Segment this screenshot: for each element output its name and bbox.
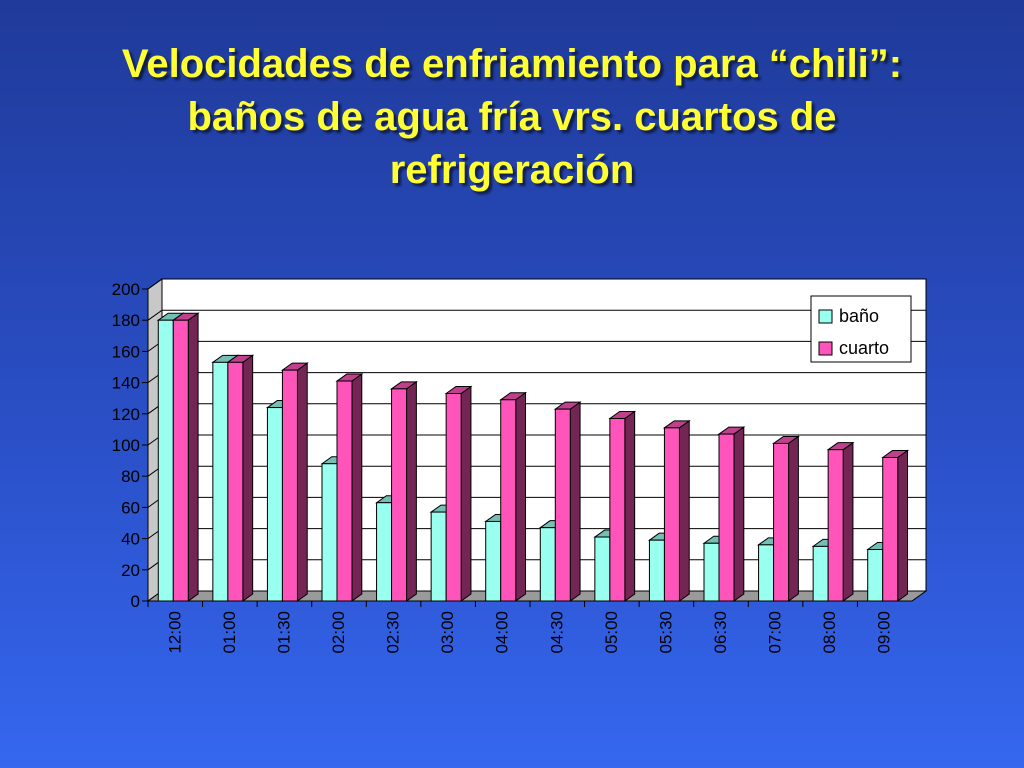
gridline xyxy=(147,309,926,321)
x-tick-label: 04:00 xyxy=(493,611,512,654)
x-tick-label: 06:30 xyxy=(711,611,730,654)
legend-swatch-cuarto xyxy=(818,341,833,356)
title-line-2: baños de agua fría vrs. cuartos de xyxy=(187,95,837,139)
y-tick-label: 160 xyxy=(112,342,140,361)
legend: baño cuarto xyxy=(810,295,912,363)
bars xyxy=(156,312,910,602)
bar-cuarto xyxy=(772,435,800,602)
x-tick-label: 01:00 xyxy=(220,611,239,654)
bar-cuarto xyxy=(717,426,746,602)
bar-cuarto xyxy=(826,441,855,602)
x-tick-label: 09:00 xyxy=(875,611,894,654)
title-line-1: Velocidades de enfriamiento para “chili”… xyxy=(121,42,903,86)
y-tick-label: 0 xyxy=(131,592,140,611)
y-tick-label: 40 xyxy=(121,530,140,549)
y-tick-label: 100 xyxy=(112,436,140,455)
x-tick-label: 05:30 xyxy=(656,611,675,654)
legend-swatch-bano xyxy=(818,309,833,324)
y-tick-label: 200 xyxy=(112,280,140,299)
slide-title: Velocidades de enfriamiento para “chili”… xyxy=(20,38,1004,197)
bar-cuarto xyxy=(280,362,309,602)
y-tick-label: 180 xyxy=(112,311,140,330)
x-tick-label: 08:00 xyxy=(820,611,839,654)
plot-floor xyxy=(146,590,928,602)
bar-cuarto xyxy=(881,449,910,602)
x-tick-label: 07:00 xyxy=(766,611,785,654)
bar-cuarto xyxy=(390,380,418,602)
x-tick-label: 01:30 xyxy=(274,611,293,654)
title-line-3: refrigeración xyxy=(389,148,635,192)
bar-cuarto xyxy=(662,419,691,602)
x-tick-label: 02:30 xyxy=(384,611,403,654)
bar-cuarto xyxy=(608,410,637,602)
x-tick-label: 05:00 xyxy=(602,611,621,654)
bar-cuarto xyxy=(553,401,582,602)
gridline xyxy=(147,278,926,290)
y-tick-label: 20 xyxy=(121,561,140,580)
y-tick-label: 80 xyxy=(121,467,140,486)
bar-cuarto xyxy=(335,373,364,602)
bar-cuarto xyxy=(171,312,200,602)
y-tick-label: 60 xyxy=(121,498,140,517)
bar-cuarto xyxy=(499,391,528,602)
legend-label-cuarto: cuarto xyxy=(839,338,889,358)
x-tick-label: 03:00 xyxy=(438,611,457,654)
bar-cuarto xyxy=(444,385,473,602)
plot-area xyxy=(146,278,928,602)
y-tick-label: 140 xyxy=(112,374,140,393)
bar-cuarto xyxy=(226,354,255,602)
y-tick-label: 120 xyxy=(112,405,140,424)
x-tick-label: 04:30 xyxy=(547,611,566,654)
legend-label-bano: baño xyxy=(839,306,879,326)
x-tick-label: 02:00 xyxy=(329,611,348,654)
x-tick-label: 12:00 xyxy=(165,611,184,654)
axes: 0 20 40 60 80 100 120 140 160 180 200 12:00 01:00 01:… xyxy=(112,280,912,654)
